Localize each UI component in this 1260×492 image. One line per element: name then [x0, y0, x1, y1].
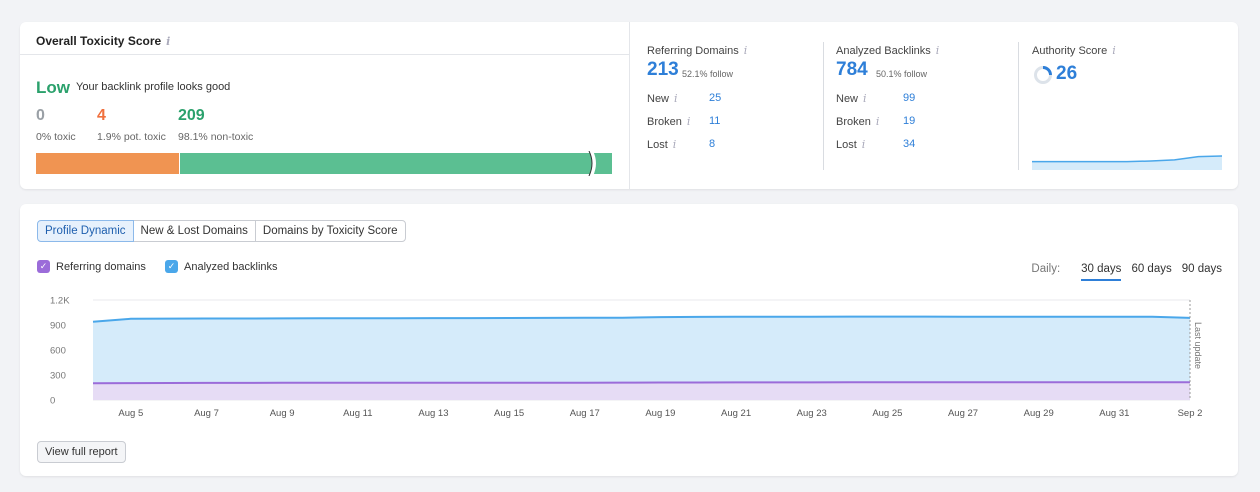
x-tick-label: Aug 11 — [343, 408, 372, 419]
backlinks-follow: 50.1% follow — [876, 69, 928, 79]
info-icon[interactable]: i — [743, 44, 748, 57]
series-line-referring — [92, 381, 1190, 385]
referring-lost-value[interactable]: 8 — [709, 138, 716, 150]
y-tick-label: 600 — [50, 346, 66, 357]
chart-tabs: Profile Dynamic New & Lost Domains Domai… — [37, 220, 406, 242]
x-tick-label: Aug 19 — [645, 408, 675, 419]
backlink-dynamics-card: Profile Dynamic New & Lost Domains Domai… — [20, 204, 1238, 476]
authority-score-metric: Authority Score i 26 — [1032, 22, 1224, 189]
tab-new-lost-domains[interactable]: New & Lost Domains — [132, 220, 256, 242]
legend-analyzed-backlinks[interactable]: ✓ Analyzed backlinks — [165, 260, 278, 273]
backlinks-new-label: New i — [836, 92, 867, 105]
checkbox-icon[interactable]: ✓ — [165, 260, 178, 273]
info-icon[interactable]: i — [672, 138, 677, 151]
backlinks-new-value[interactable]: 99 — [903, 92, 916, 104]
toxicity-level: Low — [36, 78, 70, 97]
checkbox-icon[interactable]: ✓ — [37, 260, 50, 273]
backlinks-title: Analyzed Backlinks i — [836, 44, 940, 57]
toxic-label: 0% toxic — [36, 131, 76, 143]
break-icon — [588, 151, 596, 176]
summary-card: Overall Toxicity Score i Low Your backlin… — [20, 22, 1238, 189]
pot-toxic-segment — [36, 153, 179, 174]
x-tick-label: Aug 29 — [1024, 408, 1054, 419]
info-icon[interactable]: i — [166, 35, 171, 48]
series-area-referring — [93, 382, 1190, 400]
x-tick-label: Aug 9 — [270, 408, 295, 419]
pot-toxic-count[interactable]: 4 — [97, 107, 106, 124]
x-tick-label: Aug 25 — [872, 408, 902, 419]
toxicity-bar — [36, 151, 612, 176]
x-tick-label: Aug 5 — [118, 408, 143, 419]
sparkline-area — [1032, 156, 1222, 170]
info-icon[interactable]: i — [935, 44, 940, 57]
x-tick-label: Aug 21 — [721, 408, 751, 419]
x-tick-label: Aug 15 — [494, 408, 524, 419]
range-90-days[interactable]: 90 days — [1181, 263, 1222, 275]
metric-divider — [823, 42, 824, 170]
metric-divider — [1018, 42, 1019, 170]
section-divider — [629, 22, 630, 189]
authority-value[interactable]: 26 — [1056, 63, 1078, 84]
range-60-days[interactable]: 60 days — [1131, 263, 1172, 275]
range-selector: Daily: 30 days 60 days 90 days — [1031, 263, 1222, 281]
toxicity-title: Overall Toxicity Score i — [36, 34, 171, 48]
backlinks-lost-label: Lost i — [836, 138, 866, 151]
profile-dynamic-chart: 0 300 600 900 1.2K Aug 5 Aug 7 Aug 9 Aug 11 Aug 1… — [50, 296, 1203, 420]
legend-referring-domains[interactable]: ✓ Referring domains — [37, 260, 146, 273]
x-tick-label: Aug 13 — [418, 408, 448, 419]
toxic-count[interactable]: 0 — [36, 107, 45, 124]
info-icon[interactable]: i — [863, 92, 867, 105]
info-icon[interactable]: i — [875, 115, 880, 128]
backlinks-broken-label: Broken i — [836, 115, 880, 128]
x-tick-label: Sep 2 — [1178, 408, 1203, 419]
x-tick-label: Aug 27 — [948, 408, 978, 419]
non-toxic-segment — [180, 153, 612, 174]
series-line-backlinks — [92, 315, 1191, 323]
backlinks-broken-value[interactable]: 19 — [903, 115, 916, 127]
x-tick-label: Aug 23 — [797, 408, 827, 419]
referring-new-label: New i — [647, 92, 678, 105]
last-update-label: Last update — [1193, 322, 1203, 369]
pot-toxic-label: 1.9% pot. toxic — [97, 131, 166, 143]
y-tick-label: 300 — [50, 371, 66, 382]
referring-value[interactable]: 213 — [647, 59, 679, 80]
non-toxic-count[interactable]: 209 — [178, 107, 205, 124]
referring-broken-label: Broken i — [647, 115, 691, 128]
series-area-backlinks — [93, 316, 1190, 400]
tab-profile-dynamic[interactable]: Profile Dynamic — [37, 220, 134, 242]
x-tick-label: Aug 31 — [1099, 408, 1129, 419]
authority-sparkline — [1032, 155, 1222, 170]
view-full-report-button[interactable]: View full report — [37, 441, 126, 463]
info-icon[interactable]: i — [686, 115, 691, 128]
info-icon[interactable]: i — [1112, 44, 1116, 57]
referring-lost-label: Lost i — [647, 138, 677, 151]
authority-title: Authority Score i — [1032, 44, 1116, 57]
referring-broken-value[interactable]: 11 — [709, 115, 721, 127]
backlinks-value[interactable]: 784 — [836, 59, 868, 80]
y-tick-label: 0 — [50, 396, 55, 407]
referring-follow: 52.1% follow — [682, 69, 734, 79]
backlinks-lost-value[interactable]: 34 — [903, 138, 916, 150]
non-toxic-label: 98.1% non-toxic — [178, 131, 254, 143]
x-tick-label: Aug 7 — [194, 408, 219, 419]
tab-domains-by-toxicity[interactable]: Domains by Toxicity Score — [254, 220, 406, 242]
y-tick-label: 1.2K — [50, 296, 70, 307]
referring-title: Referring Domains i — [647, 44, 748, 57]
referring-new-value[interactable]: 25 — [709, 92, 722, 104]
y-tick-label: 900 — [50, 321, 66, 332]
info-icon[interactable]: i — [674, 92, 678, 105]
sparkline-line — [1032, 155, 1222, 163]
x-tick-label: Aug 17 — [570, 408, 600, 419]
toxicity-level-desc: Your backlink profile looks good — [76, 81, 231, 93]
toxicity-header: Overall Toxicity Score i — [20, 22, 629, 55]
authority-gauge-icon — [1034, 66, 1052, 84]
range-30-days[interactable]: 30 days — [1081, 263, 1122, 281]
analyzed-backlinks-metric: Analyzed Backlinks i 784 50.1% follow New… — [836, 22, 1016, 189]
range-label: Daily: — [1031, 263, 1061, 275]
info-icon[interactable]: i — [861, 138, 866, 151]
referring-domains-metric: Referring Domains i 213 52.1% follow New i… — [647, 22, 817, 189]
